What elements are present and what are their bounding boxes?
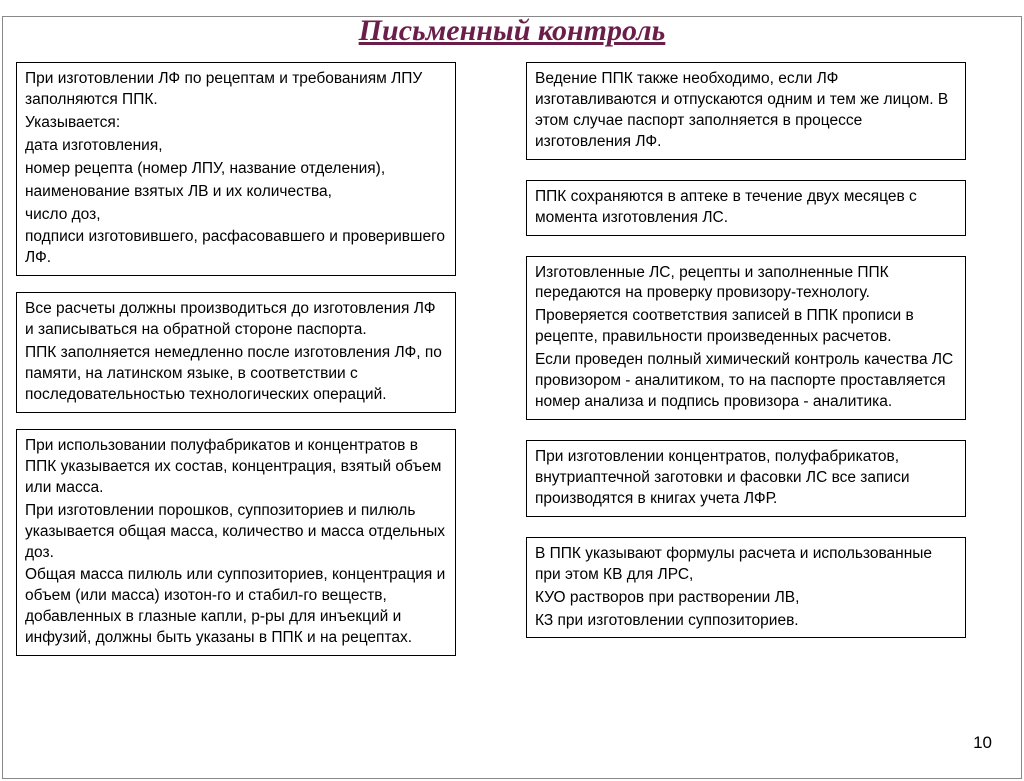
page-number: 10 (973, 733, 992, 753)
slide-border (2, 16, 1022, 779)
